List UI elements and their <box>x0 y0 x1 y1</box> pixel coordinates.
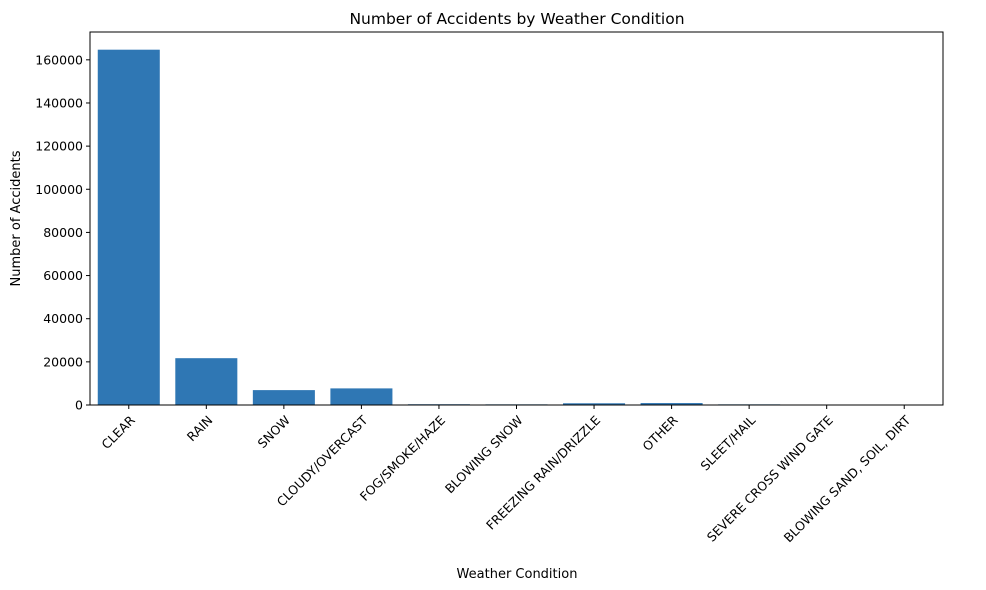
bar-3 <box>330 388 393 405</box>
bar-0 <box>97 49 160 405</box>
x-tick-label: RAIN <box>184 413 216 445</box>
x-tick-label: FOG/SMOKE/HAZE <box>357 412 448 503</box>
y-tick-label: 100000 <box>35 182 83 197</box>
y-tick-label: 60000 <box>43 268 83 283</box>
x-tick-label: SLEET/HAIL <box>697 412 758 473</box>
y-tick-label: 140000 <box>35 95 83 110</box>
y-tick-label: 80000 <box>43 225 83 240</box>
y-tick-label: 0 <box>75 398 83 413</box>
x-tick-label: CLEAR <box>98 412 138 452</box>
bar-1 <box>175 358 238 405</box>
bar-2 <box>252 390 315 405</box>
y-tick-label: 40000 <box>43 311 83 326</box>
y-tick-label: 160000 <box>35 52 83 67</box>
x-tick-label: BLOWING SNOW <box>442 413 526 497</box>
y-axis-ticks: 0 20000 40000 60000 80000 100000 120000 140000 1… <box>35 52 90 413</box>
x-tick-label: OTHER <box>639 412 681 454</box>
chart-title: Number of Accidents by Weather Condition <box>349 10 684 28</box>
x-axis-label: Weather Condition <box>457 567 578 582</box>
plot-frame <box>89 31 944 406</box>
y-axis-label: Number of Accidents <box>9 150 24 286</box>
bars-group <box>97 49 936 405</box>
y-tick-label: 120000 <box>35 139 83 154</box>
bar-6 <box>563 403 626 405</box>
bar-7 <box>640 403 703 405</box>
x-tick-label: SNOW <box>254 413 293 452</box>
x-axis-ticks: CLEAR RAIN SNOWCLOUDY/OVERCASTFOG/SMOKE/HA… <box>98 405 914 545</box>
x-tick-label: SEVERE CROSS WIND GATE <box>704 412 836 544</box>
x-tick-label: BLOWING SAND, SOIL, DIRT <box>781 412 914 545</box>
y-tick-label: 20000 <box>43 354 83 369</box>
